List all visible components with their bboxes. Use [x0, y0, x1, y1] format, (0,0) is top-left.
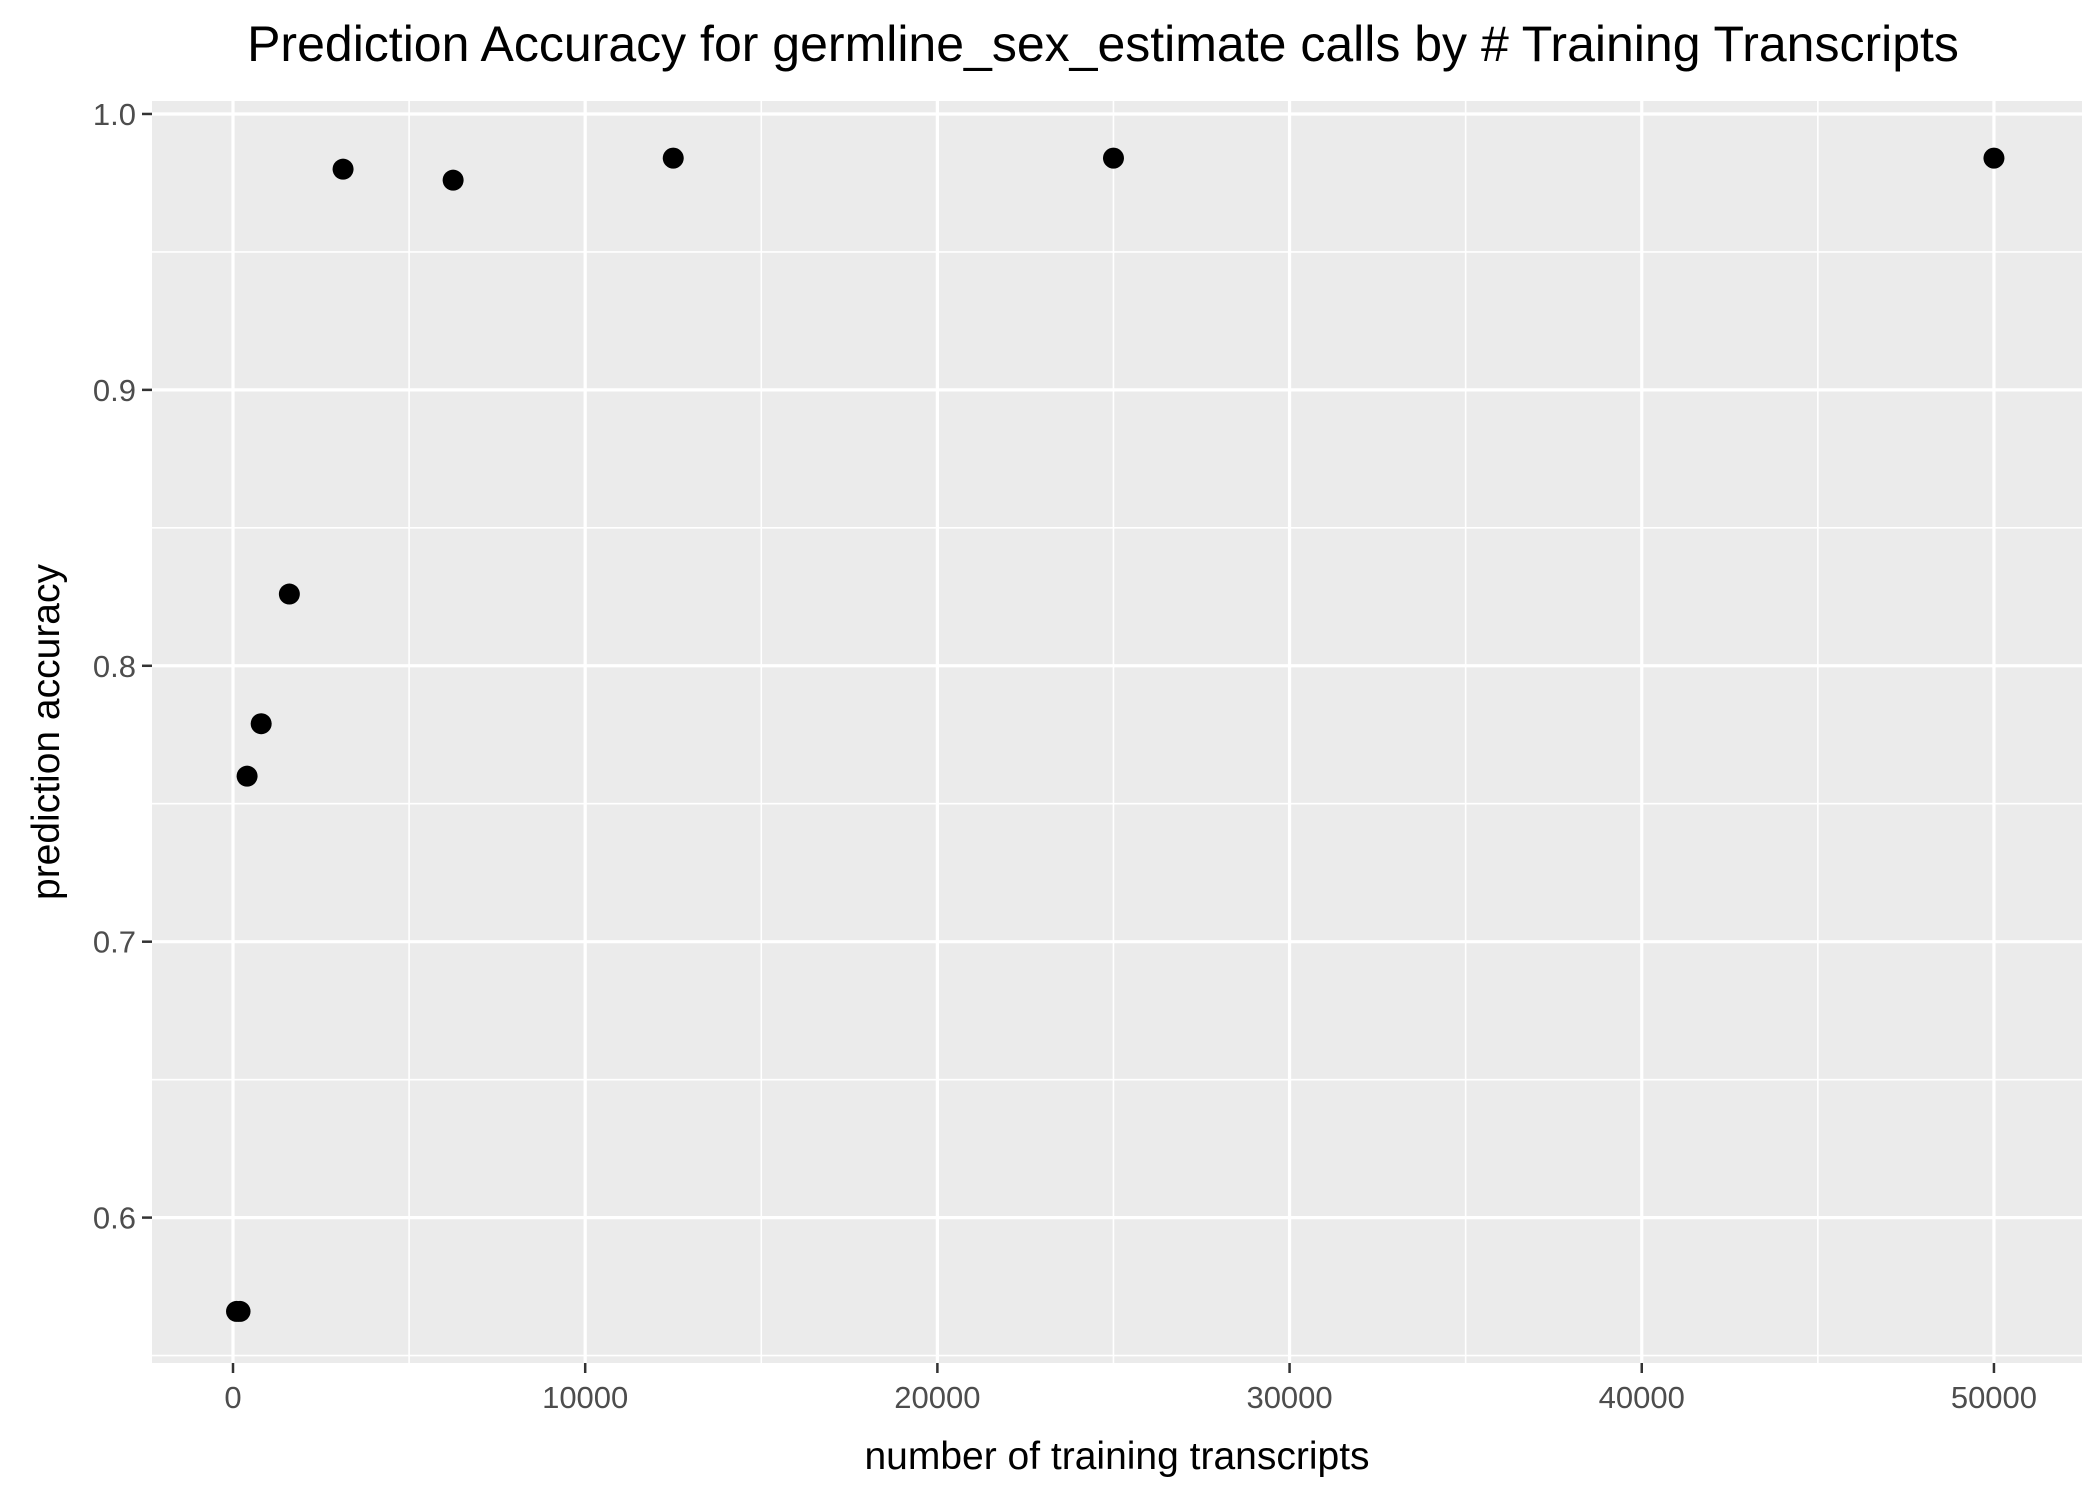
data-point	[1983, 147, 2005, 169]
chart-title: Prediction Accuracy for germline_sex_est…	[247, 16, 1959, 72]
x-tick-label: 10000	[542, 1380, 628, 1415]
plot-panel	[152, 101, 2082, 1363]
data-point	[278, 583, 300, 605]
x-tick-label: 50000	[1951, 1380, 2037, 1415]
minor-gridlines	[152, 101, 2082, 1363]
data-points	[226, 147, 2005, 1322]
x-axis-title: number of training transcripts	[864, 1435, 1369, 1478]
x-tick-label: 20000	[894, 1380, 980, 1415]
x-axis: 0 10000 20000 30000 40000 50000	[224, 1363, 2037, 1415]
data-point	[229, 1300, 251, 1322]
y-tick-label: 0.6	[93, 1201, 136, 1236]
y-tick-label: 1.0	[93, 97, 136, 132]
y-tick-label: 0.9	[93, 373, 136, 408]
y-tick-label: 0.7	[93, 925, 136, 960]
x-tick-label: 40000	[1599, 1380, 1685, 1415]
data-point	[236, 765, 258, 787]
x-tick-label: 0	[224, 1380, 241, 1415]
data-point	[442, 169, 464, 191]
y-tick-label: 0.8	[93, 649, 136, 684]
data-point	[662, 147, 684, 169]
x-tick-label: 30000	[1246, 1380, 1332, 1415]
y-axis: 0.6 0.7 0.8 0.9 1.0	[93, 97, 152, 1236]
data-point	[332, 158, 354, 180]
y-axis-title: prediction accuracy	[25, 564, 68, 900]
major-gridlines	[152, 101, 2082, 1363]
data-point	[1102, 147, 1124, 169]
data-point	[250, 713, 272, 735]
